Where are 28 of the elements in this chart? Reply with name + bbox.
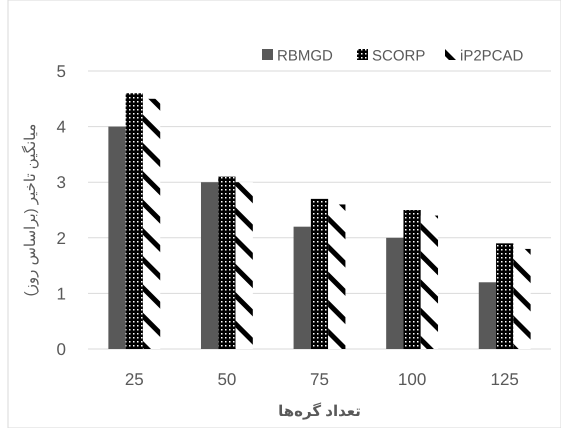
bar bbox=[478, 282, 496, 349]
bar bbox=[142, 98, 160, 349]
y-tick-label: 1 bbox=[56, 284, 66, 304]
y-tick-label: 5 bbox=[56, 62, 66, 81]
y-tick-label: 4 bbox=[56, 118, 66, 137]
x-tick-label: 100 bbox=[398, 370, 426, 389]
legend-label: iP2PCAD bbox=[460, 47, 524, 64]
bar bbox=[386, 238, 404, 349]
y-tick-label: 3 bbox=[56, 173, 66, 192]
bar bbox=[403, 210, 421, 349]
bar bbox=[236, 182, 253, 349]
bar bbox=[108, 126, 126, 349]
x-tick-label: 75 bbox=[310, 370, 329, 389]
y-tick-label: 0 bbox=[56, 340, 66, 359]
y-axis-title: میانگین تاخیر (براساس روز) bbox=[21, 124, 39, 296]
x-tick-label: 50 bbox=[217, 370, 236, 389]
bar bbox=[294, 226, 311, 349]
bar bbox=[200, 182, 218, 349]
legend-label: SCORP bbox=[372, 47, 426, 64]
bar bbox=[218, 176, 236, 349]
x-tick-label: 25 bbox=[124, 370, 144, 389]
x-axis-title: تعداد گره‌ها bbox=[278, 402, 361, 420]
x-tick-label: 125 bbox=[490, 370, 519, 389]
y-tick-label: 2 bbox=[56, 228, 66, 248]
bar bbox=[496, 243, 514, 349]
bar bbox=[310, 198, 328, 349]
bar bbox=[126, 93, 143, 349]
legend-label: RBMGD bbox=[277, 47, 333, 64]
